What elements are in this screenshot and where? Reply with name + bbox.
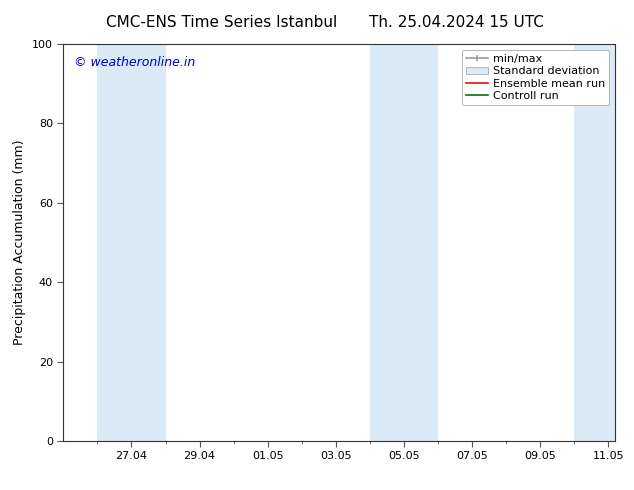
- Bar: [574, 44, 615, 441]
- Text: CMC-ENS Time Series Istanbul: CMC-ENS Time Series Istanbul: [107, 15, 337, 30]
- Y-axis label: Precipitation Accumulation (mm): Precipitation Accumulation (mm): [13, 140, 27, 345]
- Bar: [98, 44, 165, 441]
- Legend: min/max, Standard deviation, Ensemble mean run, Controll run: min/max, Standard deviation, Ensemble me…: [462, 49, 609, 105]
- Text: Th. 25.04.2024 15 UTC: Th. 25.04.2024 15 UTC: [369, 15, 544, 30]
- Bar: [370, 44, 438, 441]
- Text: © weatheronline.in: © weatheronline.in: [74, 56, 196, 69]
